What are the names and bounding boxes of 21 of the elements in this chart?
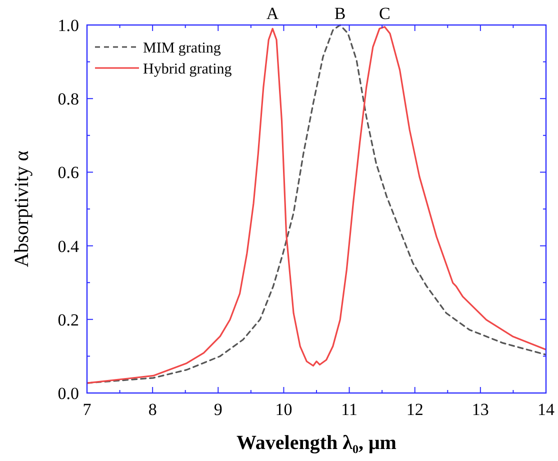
y-tick-label: 0.6 — [58, 163, 79, 182]
x-tick-label: 7 — [82, 400, 92, 419]
annotation: B — [334, 4, 346, 23]
x-tick-label: 14 — [538, 400, 555, 419]
y-tick-label: 1.0 — [58, 16, 79, 35]
legend-label: MIM grating — [143, 40, 222, 56]
legend-label: Hybrid grating — [143, 61, 232, 78]
annotation: A — [266, 4, 280, 23]
x-tick-label: 10 — [275, 400, 292, 419]
x-tick-label: 9 — [214, 400, 222, 419]
y-tick-label: 0.0 — [58, 384, 79, 403]
y-tick-label: 0.2 — [58, 310, 79, 330]
x-tick-label: 12 — [406, 400, 424, 419]
x-tick-label: 13 — [472, 400, 489, 419]
x-tick-label: 11 — [341, 400, 358, 419]
x-tick-label: 8 — [148, 400, 157, 419]
y-tick-label: 0.4 — [58, 236, 80, 256]
x-axis-title: Wavelength λ₀, μm — [236, 432, 397, 454]
y-tick-label: 0.8 — [58, 90, 79, 109]
y-axis-title: Absorptivity α — [11, 150, 33, 268]
annotation: C — [379, 4, 390, 23]
